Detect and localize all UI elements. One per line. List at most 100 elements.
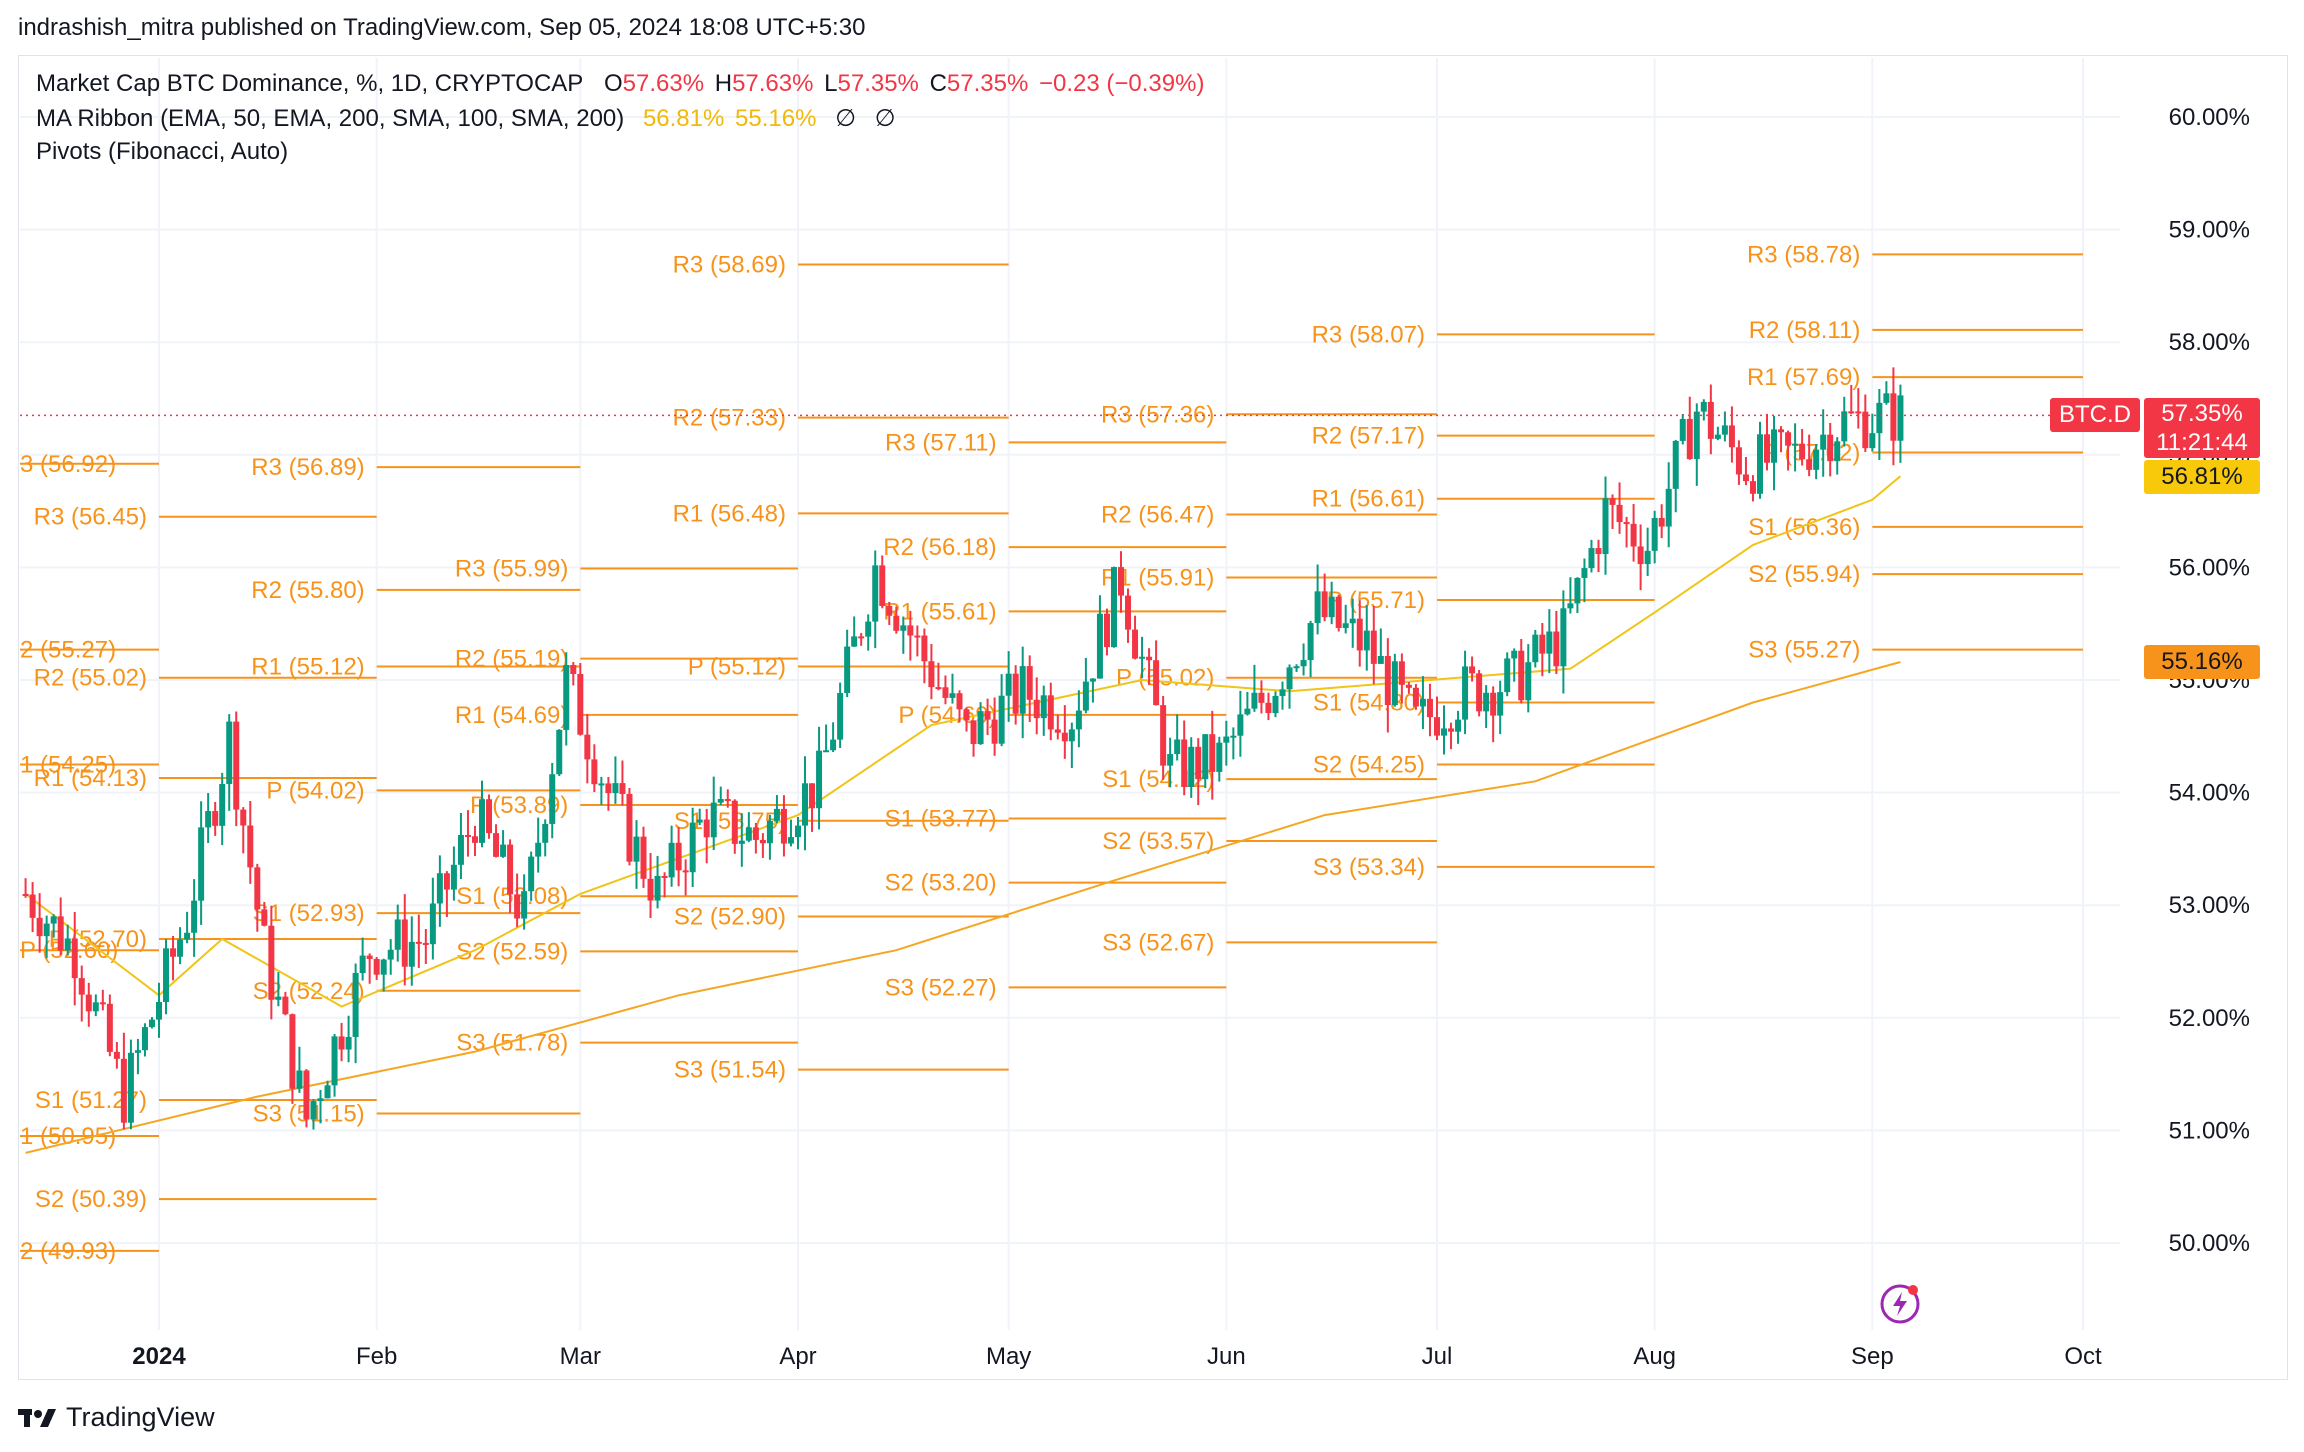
candle-body — [998, 695, 1005, 744]
candle-body — [1820, 434, 1827, 450]
pivot-label: R3 (57.11) — [885, 429, 997, 456]
candle-body — [731, 800, 738, 844]
pivot-label: R1 (55.91) — [1101, 565, 1214, 592]
candle-body — [1539, 634, 1546, 654]
pivot-label: S1 (53.77) — [885, 805, 997, 832]
x-tick-label: Feb — [356, 1343, 397, 1370]
candle-body — [780, 808, 787, 844]
candle-body — [1230, 735, 1237, 738]
candle-body — [1398, 661, 1405, 685]
candle-body — [1426, 698, 1433, 718]
candle-body — [1742, 474, 1749, 482]
candle-body — [127, 1052, 134, 1123]
candle-body — [1125, 595, 1132, 630]
candle-body — [675, 842, 682, 871]
candle-body — [1658, 517, 1665, 527]
candle-body — [584, 734, 591, 760]
legend-ma-line[interactable]: MA Ribbon (EMA, 50, EMA, 200, SMA, 100, … — [36, 104, 900, 133]
candle-body — [22, 893, 29, 896]
x-tick-label: Sep — [1851, 1343, 1894, 1370]
legend-symbol-line[interactable]: Market Cap BTC Dominance, %, 1D, CRYPTOC… — [36, 70, 1208, 98]
candle-body — [141, 1027, 148, 1051]
candle-body — [535, 842, 542, 857]
candle-body — [1384, 656, 1391, 706]
tradingview-logo-icon — [18, 1408, 56, 1427]
candle-body — [1771, 429, 1778, 463]
candle-body — [113, 1051, 120, 1059]
candle-body — [1096, 613, 1103, 679]
lightning-icon[interactable] — [1878, 1280, 1924, 1326]
candle-body — [1469, 666, 1476, 674]
candles[interactable] — [22, 367, 1904, 1130]
candle-body — [1462, 666, 1469, 720]
pivot-label: S3 (52.67) — [1102, 929, 1214, 956]
legend-pivots-line[interactable]: Pivots (Fibonacci, Auto) — [36, 138, 292, 166]
pivot-label: S1 (54.80) — [1313, 690, 1425, 717]
candle-body — [1764, 434, 1771, 463]
candle-body — [1153, 660, 1160, 706]
candle-body — [1609, 498, 1616, 505]
pivot-label: R1 (56.61) — [1312, 486, 1425, 513]
candle-body — [1033, 699, 1040, 719]
candle-body — [1412, 687, 1419, 707]
candle-body — [1525, 662, 1532, 701]
pivot-label: S2 (50.39) — [35, 1186, 147, 1213]
candle-body — [268, 925, 275, 1000]
candle-body — [1714, 434, 1721, 439]
ema200-line — [25, 661, 1901, 1154]
x-tick-label: Aug — [1633, 1343, 1676, 1370]
candle-body — [865, 621, 872, 637]
legend-low-value: 57.35% — [837, 70, 919, 97]
candle-body — [303, 1070, 310, 1120]
candle-body — [1363, 630, 1370, 651]
candle-body — [1518, 650, 1525, 701]
candle-body — [1103, 613, 1110, 648]
candle-body — [366, 955, 373, 959]
legend-high-value: 57.63% — [732, 70, 814, 97]
pivot-label: S3 (52.27) — [885, 974, 997, 1001]
candle-body — [191, 900, 198, 933]
candle-body — [752, 827, 759, 840]
candle-body — [1834, 441, 1841, 462]
candle-body — [1054, 729, 1061, 733]
pivot-label: R2 (58.11) — [1749, 317, 1861, 344]
candle-body — [647, 878, 654, 901]
candle-body — [802, 783, 809, 826]
candle-body — [1651, 517, 1658, 551]
legend-ma2: 55.16% — [735, 105, 817, 132]
candle-body — [844, 646, 851, 694]
candle-body — [1581, 568, 1588, 578]
candle-body — [1082, 681, 1089, 711]
candle-body — [184, 932, 191, 940]
y-tick-label: 58.00% — [2169, 329, 2250, 356]
candle-body — [1686, 418, 1693, 460]
candle-body — [514, 894, 521, 919]
candle-body — [1300, 660, 1307, 667]
pivot-label: R2 (56.18) — [883, 534, 996, 561]
candle-body — [626, 793, 633, 862]
candle-body — [29, 894, 36, 918]
candle-body — [486, 799, 493, 834]
tradingview-brand[interactable]: TradingView — [18, 1402, 215, 1433]
legend-ma4: ∅ — [874, 105, 896, 132]
candle-body — [1476, 673, 1483, 712]
candle-body — [1721, 425, 1728, 435]
ema200-badge: 55.16% — [2144, 645, 2260, 679]
candle-body — [830, 739, 837, 751]
candle-body — [1132, 629, 1139, 659]
candle-body — [1511, 650, 1518, 659]
pivot-label: R1 (55.12) — [251, 653, 364, 680]
candle-body — [64, 938, 71, 951]
candle-body — [1370, 630, 1377, 664]
candle-body — [254, 867, 261, 910]
candle-body — [1644, 550, 1651, 565]
candle-body — [1602, 498, 1609, 555]
symbol-badge: BTC.D — [2050, 398, 2140, 432]
candle-body — [963, 709, 970, 721]
candle-body — [1272, 695, 1279, 714]
candle-body — [85, 994, 92, 1012]
candle-body — [991, 719, 998, 744]
chart-frame[interactable] — [18, 55, 2288, 1380]
legend-close-label: C — [929, 70, 947, 97]
